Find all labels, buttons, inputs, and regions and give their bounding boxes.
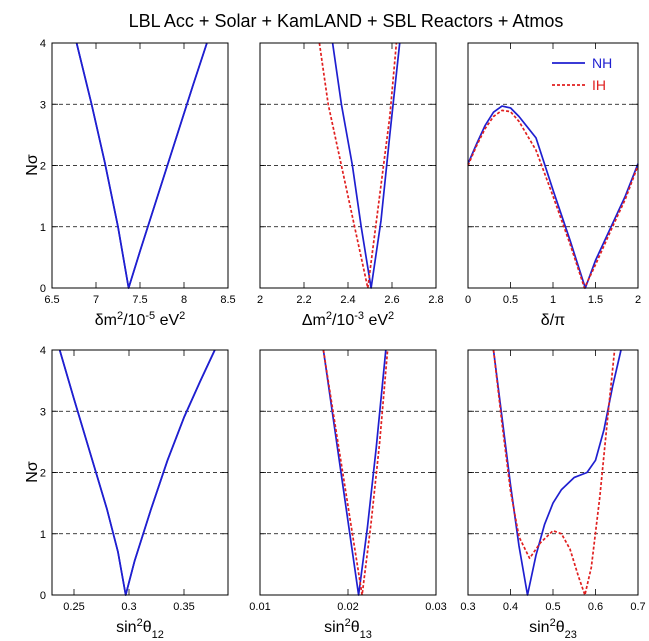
x-tick-label: 2.6 [384, 294, 399, 306]
panel-sin2-23: 0.3 0.4 0.5 0.6 0.7 sin2θ23 [460, 349, 646, 641]
x-tick-label: 7.5 [132, 294, 147, 306]
x-tick-label: 2 [635, 294, 641, 306]
y-tick-label: 0 [40, 283, 46, 295]
x-tick-label: 2.2 [296, 294, 311, 306]
x-tick-label: 0.01 [249, 601, 270, 613]
legend: NH IH [552, 55, 612, 93]
x-axis-label: Δm2/10-3 eV2 [302, 310, 394, 329]
x-tick-label: 0.35 [173, 601, 194, 613]
x-axis-label: sin2θ12 [116, 617, 164, 641]
x-tick-label: 0.4 [503, 601, 518, 613]
y-tick-label: 4 [40, 345, 46, 357]
x-tick-label: 0.6 [588, 601, 603, 613]
series-line-nh [331, 42, 401, 289]
series-line-ih [322, 349, 389, 596]
series-line-ih [58, 349, 216, 596]
x-tick-label: 0.5 [503, 294, 518, 306]
ylabel-top: Nσ [24, 154, 41, 176]
series-line-nh [322, 349, 387, 596]
panel-delta: 0 0.5 1 1.5 2 δ/π [465, 42, 641, 329]
series-line-ih [318, 42, 398, 289]
x-tick-label: 8.5 [220, 294, 235, 306]
panel-sin2-13: 0.01 0.02 0.03 sin2θ13 [249, 349, 447, 641]
x-tick-label: 8 [181, 294, 187, 306]
x-tick-label: 0.5 [545, 601, 560, 613]
series-line-ih [492, 349, 616, 596]
chart-title: LBL Acc + Solar + KamLAND + SBL Reactors… [129, 11, 564, 31]
x-tick-label: 1.5 [588, 294, 603, 306]
x-tick-label: 2 [257, 294, 263, 306]
legend-label-ih: IH [592, 77, 606, 93]
panel-sin2-12: 0.25 0.3 0.35 0 1 2 3 4 sin2θ12 [40, 345, 229, 641]
x-tick-label: 2.8 [428, 294, 443, 306]
series-line-ih [467, 109, 639, 289]
ylabel-bottom: Nσ [24, 461, 41, 483]
panel-dm2-large: 2 2.2 2.4 2.6 2.8 Δm2/10-3 eV2 [257, 42, 444, 329]
y-tick-label: 3 [40, 99, 46, 111]
x-tick-label: 0.02 [337, 601, 358, 613]
y-tick-label: 0 [40, 590, 46, 602]
x-tick-label: 0.3 [121, 601, 136, 613]
x-tick-label: 0.25 [63, 601, 84, 613]
x-tick-label: 0.3 [460, 601, 475, 613]
series-line-nh [467, 105, 639, 289]
y-tick-label: 2 [40, 468, 46, 480]
x-axis-label: sin2θ23 [529, 617, 577, 641]
x-axis-label: δm2/10-5 eV2 [95, 310, 186, 329]
x-tick-label: 0.7 [630, 601, 645, 613]
y-tick-label: 4 [40, 38, 46, 50]
x-tick-label: 0 [465, 294, 471, 306]
y-tick-label: 1 [40, 529, 46, 541]
panel-dm2-small: 6.5 7 7.5 8 8.5 0 1 2 3 4 δm2/10-5 eV2 [40, 38, 236, 329]
y-tick-label: 1 [40, 222, 46, 234]
y-tick-label: 2 [40, 161, 46, 173]
x-tick-label: 1 [550, 294, 556, 306]
y-tick-label: 3 [40, 406, 46, 418]
x-axis-label: sin2θ13 [324, 617, 372, 641]
x-tick-label: 6.5 [44, 294, 59, 306]
x-tick-label: 0.03 [425, 601, 446, 613]
x-tick-label: 7 [93, 294, 99, 306]
legend-label-nh: NH [592, 55, 612, 71]
series-line-ih [75, 42, 208, 289]
x-axis-label: δ/π [541, 312, 565, 329]
x-tick-label: 2.4 [340, 294, 355, 306]
